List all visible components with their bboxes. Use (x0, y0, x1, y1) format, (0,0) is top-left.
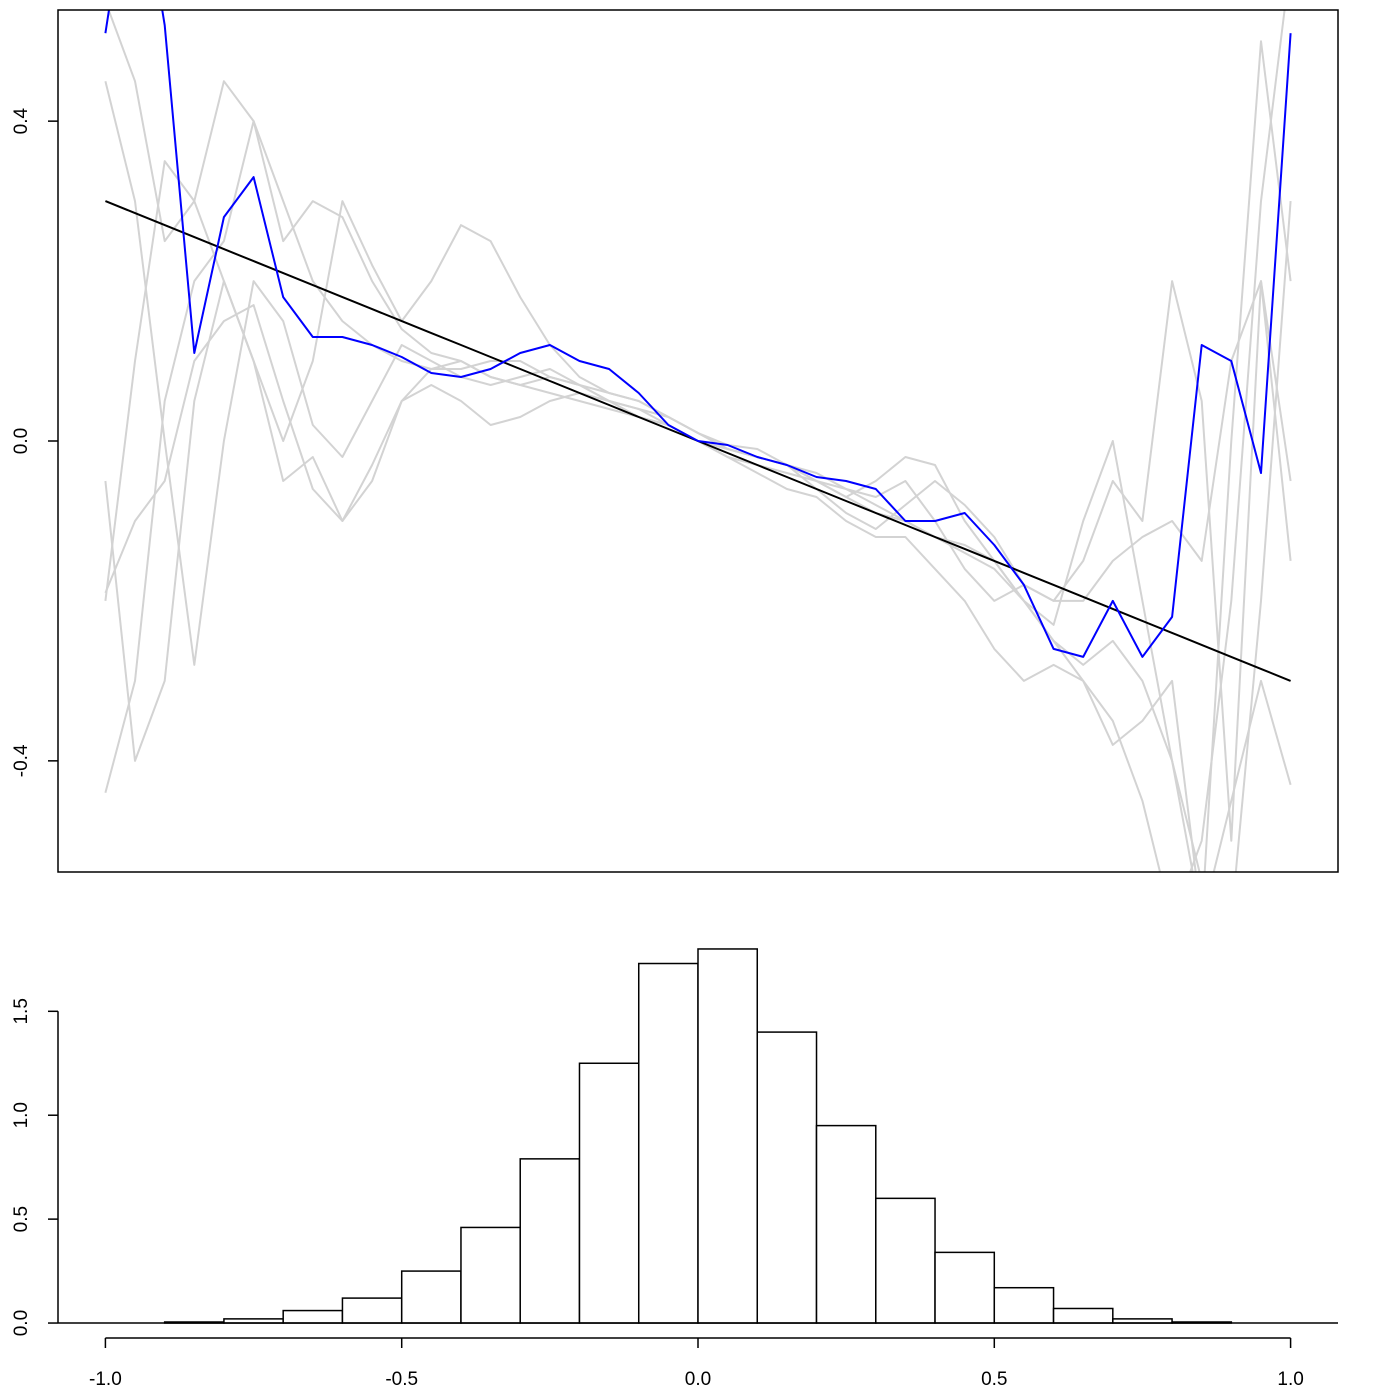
y-tick-label: -0.4 (11, 744, 32, 777)
x-tick-label: 0.0 (685, 1369, 711, 1390)
histogram-bar (815, 1124, 877, 1324)
y-tick-label: 1.0 (11, 1102, 32, 1128)
x-tick-label: 0.5 (981, 1369, 1007, 1390)
histogram-bar (578, 1062, 640, 1324)
y-tick-label: 0.0 (11, 1310, 32, 1336)
series-line (104, 280, 1292, 602)
series-line (104, 80, 1292, 872)
histogram-bar (756, 1031, 818, 1324)
x-tick-label: -0.5 (385, 1369, 418, 1390)
histogram-bar (934, 1251, 996, 1324)
series-line (104, 10, 1292, 658)
histogram-bar (341, 1297, 403, 1324)
series-line (104, 10, 1286, 872)
histogram-bar (282, 1309, 344, 1324)
line-layer (104, 10, 1292, 872)
histogram-bar (1052, 1307, 1114, 1324)
histogram-bar (460, 1226, 521, 1324)
y-tick-label: 1.5 (11, 998, 32, 1024)
histogram-bar (400, 1270, 462, 1324)
x-tick-label: 1.0 (1277, 1369, 1303, 1390)
y-tick-label: 0.5 (11, 1206, 32, 1232)
histogram-bar (993, 1286, 1055, 1324)
series-line (107, 10, 1292, 872)
y-tick-label: 0.4 (11, 108, 32, 135)
histogram-bar (697, 948, 759, 1324)
histogram-bar (519, 1158, 581, 1324)
y-tick-label: 0.0 (11, 428, 32, 454)
series-line (104, 80, 1292, 842)
histogram-bar (637, 962, 699, 1324)
histogram-bar (875, 1197, 936, 1324)
x-tick-label: -1.0 (89, 1369, 122, 1390)
